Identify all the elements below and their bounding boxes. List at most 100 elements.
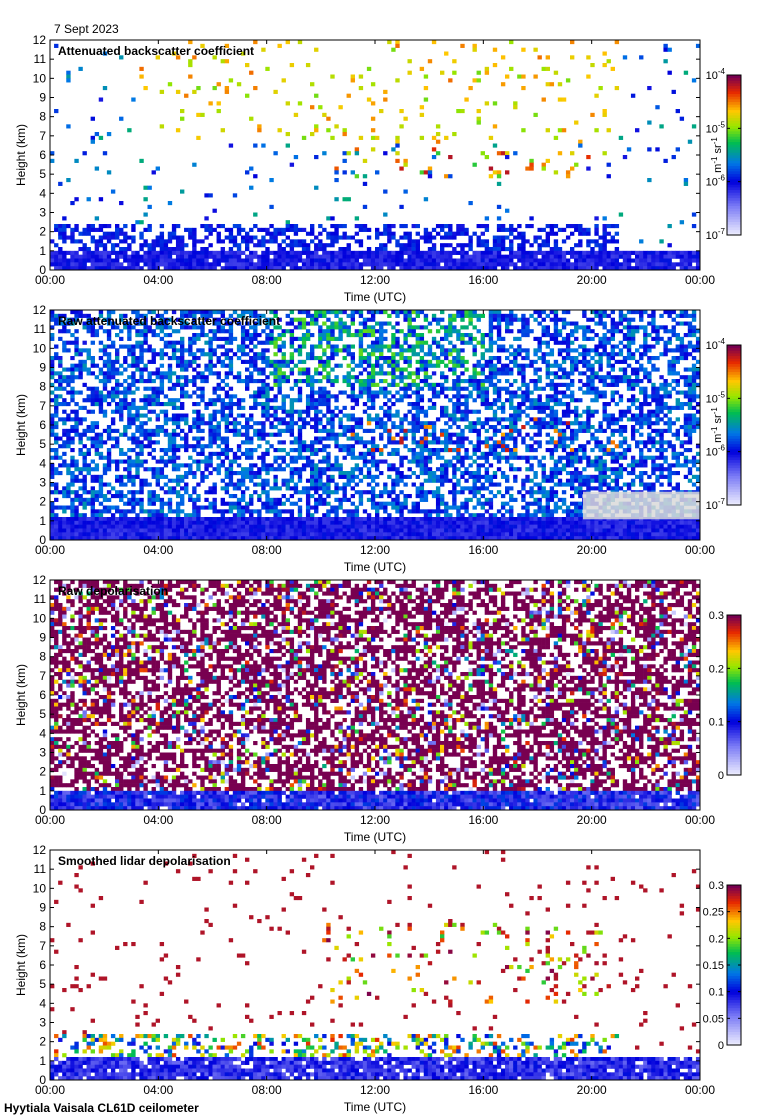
colorbar-frame bbox=[726, 344, 742, 506]
y-tick-label: 2 bbox=[39, 495, 46, 509]
colorbar-tick-label: 0.2 bbox=[709, 663, 724, 675]
colorbar-tick-label: 10-7 bbox=[706, 227, 726, 242]
x-tick-label: 20:00 bbox=[577, 273, 607, 287]
date-label: 7 Sept 2023 bbox=[54, 22, 119, 36]
y-tick-label: 11 bbox=[34, 322, 47, 336]
y-tick-label: 3 bbox=[39, 746, 46, 760]
y-tick-label: 10 bbox=[33, 611, 47, 625]
x-tick-label: 08:00 bbox=[252, 543, 282, 557]
x-tick-label: 00:00 bbox=[35, 273, 65, 287]
y-tick-label: 10 bbox=[33, 341, 47, 355]
colorbar: 0 0.05 0.1 0.15 0.2 0.25 0.3 bbox=[703, 880, 742, 1052]
x-tick-label: 12:00 bbox=[360, 543, 390, 557]
x-tick-label: 20:00 bbox=[577, 543, 607, 557]
colorbar: 10-7 10-6 10-5 10-4 m-1 sr-1 bbox=[706, 337, 742, 512]
x-tick-label: 04:00 bbox=[143, 813, 173, 827]
colorbar-tick-label: 0.3 bbox=[709, 610, 724, 622]
y-tick-label: 7 bbox=[39, 399, 46, 413]
y-tick-label: 12 bbox=[33, 843, 47, 857]
y-tick-label: 10 bbox=[33, 71, 47, 85]
y-tick-label: 11 bbox=[34, 52, 47, 66]
y-tick-label: 4 bbox=[39, 186, 46, 200]
y-tick-label: 4 bbox=[39, 456, 46, 470]
y-tick-label: 0 bbox=[39, 803, 46, 817]
instrument-label: Hyytiala Vaisala CL61D ceilometer bbox=[4, 1101, 199, 1115]
x-tick-label: 12:00 bbox=[360, 813, 390, 827]
y-tick-label: 12 bbox=[33, 33, 47, 47]
y-tick-label: 10 bbox=[33, 881, 47, 895]
colorbar-tick-label: 0.05 bbox=[703, 1013, 724, 1025]
colorbar-tick-label: 0.1 bbox=[709, 717, 724, 729]
y-tick-label: 0 bbox=[39, 533, 46, 547]
colorbar-tick-label: 10-4 bbox=[706, 67, 726, 82]
colorbar-tick-label: 0 bbox=[718, 1040, 724, 1052]
y-tick-label: 6 bbox=[39, 148, 46, 162]
y-tick-label: 8 bbox=[39, 380, 46, 394]
y-tick-label: 12 bbox=[33, 573, 47, 587]
colorbar-unit: m-1 sr-1 bbox=[710, 137, 724, 173]
x-tick-label: 00:00 bbox=[685, 1083, 715, 1097]
y-tick-label: 11 bbox=[34, 862, 47, 876]
y-tick-label: 8 bbox=[39, 650, 46, 664]
y-tick-label: 7 bbox=[39, 939, 46, 953]
x-tick-label: 00:00 bbox=[35, 813, 65, 827]
heatmap-2 bbox=[50, 310, 701, 541]
x-tick-label: 08:00 bbox=[252, 813, 282, 827]
y-tick-label: 4 bbox=[39, 726, 46, 740]
y-axis-label: Height (km) bbox=[14, 124, 28, 186]
x-tick-label: 00:00 bbox=[35, 543, 65, 557]
y-tick-label: 1 bbox=[39, 1054, 46, 1068]
y-tick-label: 0 bbox=[39, 263, 46, 277]
x-tick-label: 16:00 bbox=[468, 543, 498, 557]
heatmap-4 bbox=[50, 850, 701, 1081]
y-tick-label: 5 bbox=[39, 977, 46, 991]
x-tick-label: 08:00 bbox=[252, 273, 282, 287]
x-tick-label: 12:00 bbox=[360, 1083, 390, 1097]
y-tick-label: 8 bbox=[39, 920, 46, 934]
x-axis-label: Time (UTC) bbox=[344, 560, 406, 574]
panel-title: Raw attenuated backscatter coefficient bbox=[58, 314, 280, 328]
x-axis-label: Time (UTC) bbox=[344, 290, 406, 304]
x-tick-label: 00:00 bbox=[685, 543, 715, 557]
y-tick-label: 8 bbox=[39, 110, 46, 124]
colorbar-tick-label: 10-6 bbox=[706, 444, 726, 459]
colorbar-frame bbox=[726, 614, 742, 776]
y-tick-label: 9 bbox=[39, 631, 46, 645]
colorbar-tick-label: 0.15 bbox=[703, 960, 724, 972]
y-axis-label: Height (km) bbox=[14, 664, 28, 726]
colorbar-tick-label: 0.1 bbox=[709, 987, 724, 999]
y-tick-label: 12 bbox=[33, 303, 47, 317]
y-tick-label: 2 bbox=[39, 765, 46, 779]
y-tick-label: 6 bbox=[39, 958, 46, 972]
x-tick-label: 04:00 bbox=[143, 273, 173, 287]
colorbar-tick-label: 0 bbox=[718, 770, 724, 782]
x-axis-label: Time (UTC) bbox=[344, 830, 406, 844]
x-tick-label: 04:00 bbox=[143, 543, 173, 557]
colorbar-tick-label: 0.25 bbox=[703, 907, 724, 919]
colorbar-frame bbox=[726, 74, 742, 236]
y-tick-label: 3 bbox=[39, 476, 46, 490]
heatmap-3 bbox=[50, 580, 701, 811]
heatmap-1 bbox=[50, 40, 701, 271]
colorbar-tick-label: 10-5 bbox=[706, 120, 726, 135]
panel-title: Smoothed lidar depolarisation bbox=[58, 854, 231, 868]
panel-title: Attenuated backscatter coefficient bbox=[58, 44, 254, 58]
colorbar: 10-7 10-6 10-5 10-4 m-1 sr-1 bbox=[706, 67, 742, 242]
y-tick-label: 9 bbox=[39, 901, 46, 915]
x-tick-label: 04:00 bbox=[143, 1083, 173, 1097]
y-tick-label: 1 bbox=[39, 514, 46, 528]
y-tick-label: 0 bbox=[39, 1073, 46, 1087]
colorbar-tick-label: 10-5 bbox=[706, 390, 726, 405]
y-tick-label: 1 bbox=[39, 784, 46, 798]
colorbar-tick-label: 10-7 bbox=[706, 497, 726, 512]
panel-title: Raw depolarisation bbox=[58, 584, 168, 598]
colorbar-tick-label: 0.2 bbox=[709, 933, 724, 945]
x-tick-label: 20:00 bbox=[577, 813, 607, 827]
x-tick-label: 00:00 bbox=[685, 813, 715, 827]
y-tick-label: 2 bbox=[39, 225, 46, 239]
